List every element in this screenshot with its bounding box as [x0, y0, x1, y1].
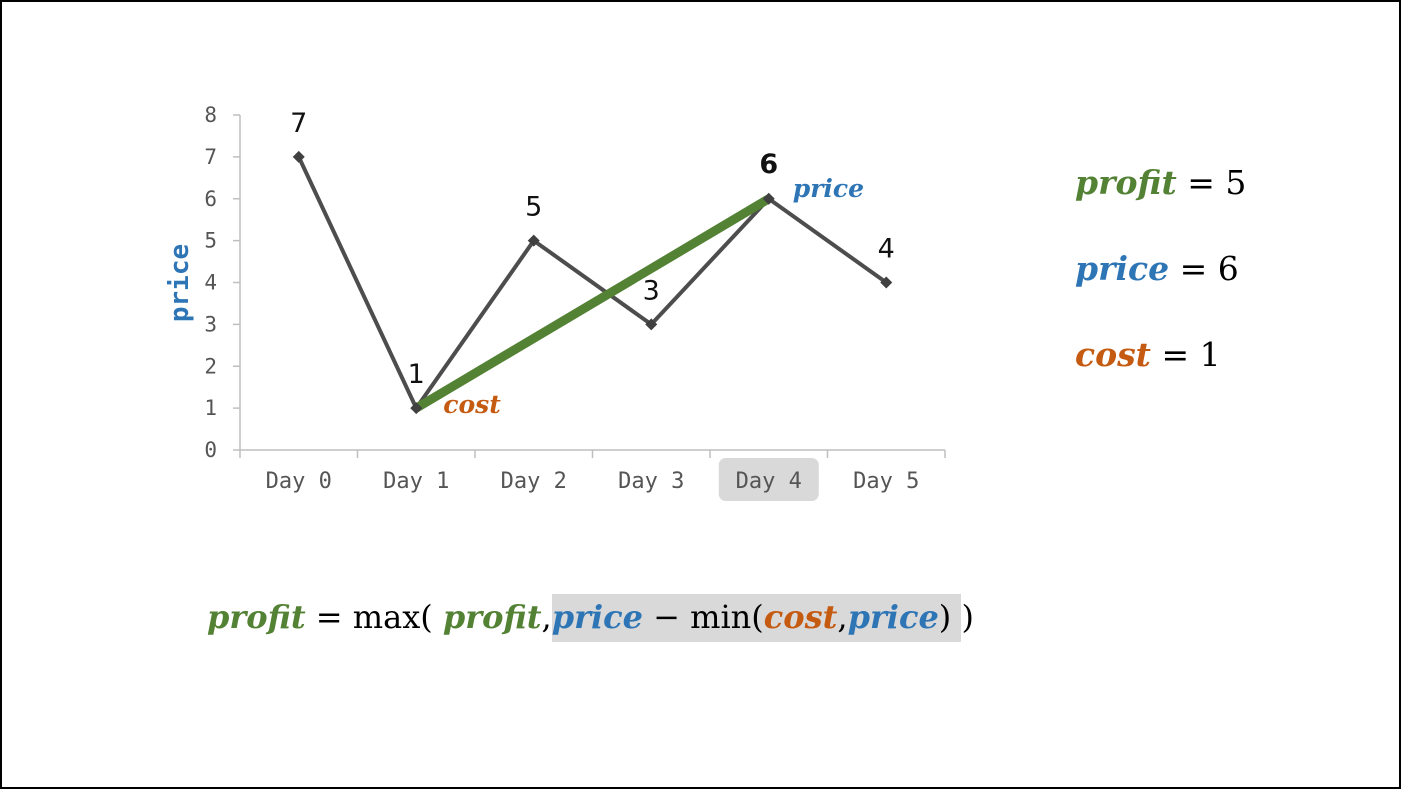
price-markers — [292, 150, 893, 415]
y-axis-label: price — [165, 244, 195, 322]
y-tick-label: 2 — [204, 354, 217, 378]
y-tick-label: 1 — [204, 396, 217, 420]
profit-var: profit — [1075, 163, 1177, 202]
data-label: 3 — [643, 275, 660, 306]
x-tick-label: Day 3 — [618, 469, 684, 494]
formula-price: price — [847, 598, 939, 636]
equals-sign: = — [1179, 249, 1208, 288]
y-axis: 0 1 2 3 4 5 6 7 8 — [204, 103, 241, 462]
data-point-marker — [292, 150, 305, 163]
y-tick-label: 3 — [204, 312, 217, 336]
formula-price: price — [551, 598, 643, 636]
data-point-marker — [410, 402, 423, 415]
y-tick-label: 6 — [204, 187, 217, 211]
data-label: 1 — [408, 359, 425, 390]
y-tick-label: 5 — [204, 229, 217, 253]
profit-equation: profit = 5 — [1075, 163, 1246, 202]
profit-formula: profit = max( profit,price − min(cost,pr… — [207, 594, 974, 642]
x-axis — [239, 449, 946, 458]
y-tick-label: 4 — [204, 271, 217, 295]
cost-annotation: cost — [443, 390, 501, 419]
highlighted-category-box — [718, 458, 819, 501]
formula-minus: − — [653, 598, 680, 636]
x-tick-label: Day 0 — [266, 469, 332, 494]
price-series-line — [296, 156, 888, 413]
data-label: 5 — [525, 192, 542, 223]
data-point-marker — [880, 276, 893, 289]
y-tick-label: 0 — [204, 438, 217, 462]
formula-equals: = — [315, 598, 343, 636]
x-tick-label: Day 2 — [501, 469, 567, 494]
formula-close-paren: ) — [961, 598, 974, 636]
formula-max: max( — [352, 598, 433, 636]
cost-var: cost — [1075, 335, 1151, 374]
x-tick-label: Day 4 — [736, 469, 802, 494]
formula-min: min( — [690, 598, 764, 636]
cost-equation: cost = 1 — [1075, 335, 1221, 374]
data-point-marker — [527, 234, 540, 247]
data-label: 7 — [290, 108, 307, 139]
data-label: 4 — [878, 234, 895, 265]
data-label: 6 — [759, 149, 778, 180]
formula-cost: cost — [763, 598, 838, 636]
formula-highlight: price − min(cost,price) — [551, 594, 962, 642]
price-var: price — [1075, 249, 1170, 288]
y-tick-label: 8 — [204, 103, 217, 127]
data-labels: 7 1 5 3 6 4 — [290, 108, 895, 390]
price-series — [296, 156, 888, 413]
formula-comma: , — [837, 598, 848, 636]
y-tick-label: 7 — [204, 145, 217, 169]
x-tick-label: Day 1 — [383, 469, 449, 494]
profit-value: 5 — [1225, 163, 1247, 202]
formula-comma: , — [541, 598, 552, 636]
price-annotation: price — [793, 174, 864, 203]
x-tick-label: Day 5 — [853, 469, 919, 494]
data-point-marker — [645, 318, 658, 331]
profit-segment-line — [413, 194, 772, 412]
price-value: 6 — [1217, 249, 1239, 288]
cost-value: 1 — [1199, 335, 1221, 374]
formula-close-paren: ) — [938, 598, 952, 636]
price-equation: price = 6 — [1075, 249, 1239, 288]
formula-lhs-profit: profit — [207, 598, 306, 636]
equals-sign: = — [1161, 335, 1190, 374]
x-tick-labels: Day 0 Day 1 Day 2 Day 3 Day 4 Day 5 — [266, 469, 920, 494]
formula-arg-profit: profit — [442, 598, 542, 636]
equals-sign: = — [1187, 163, 1215, 202]
data-point-marker — [762, 192, 775, 205]
